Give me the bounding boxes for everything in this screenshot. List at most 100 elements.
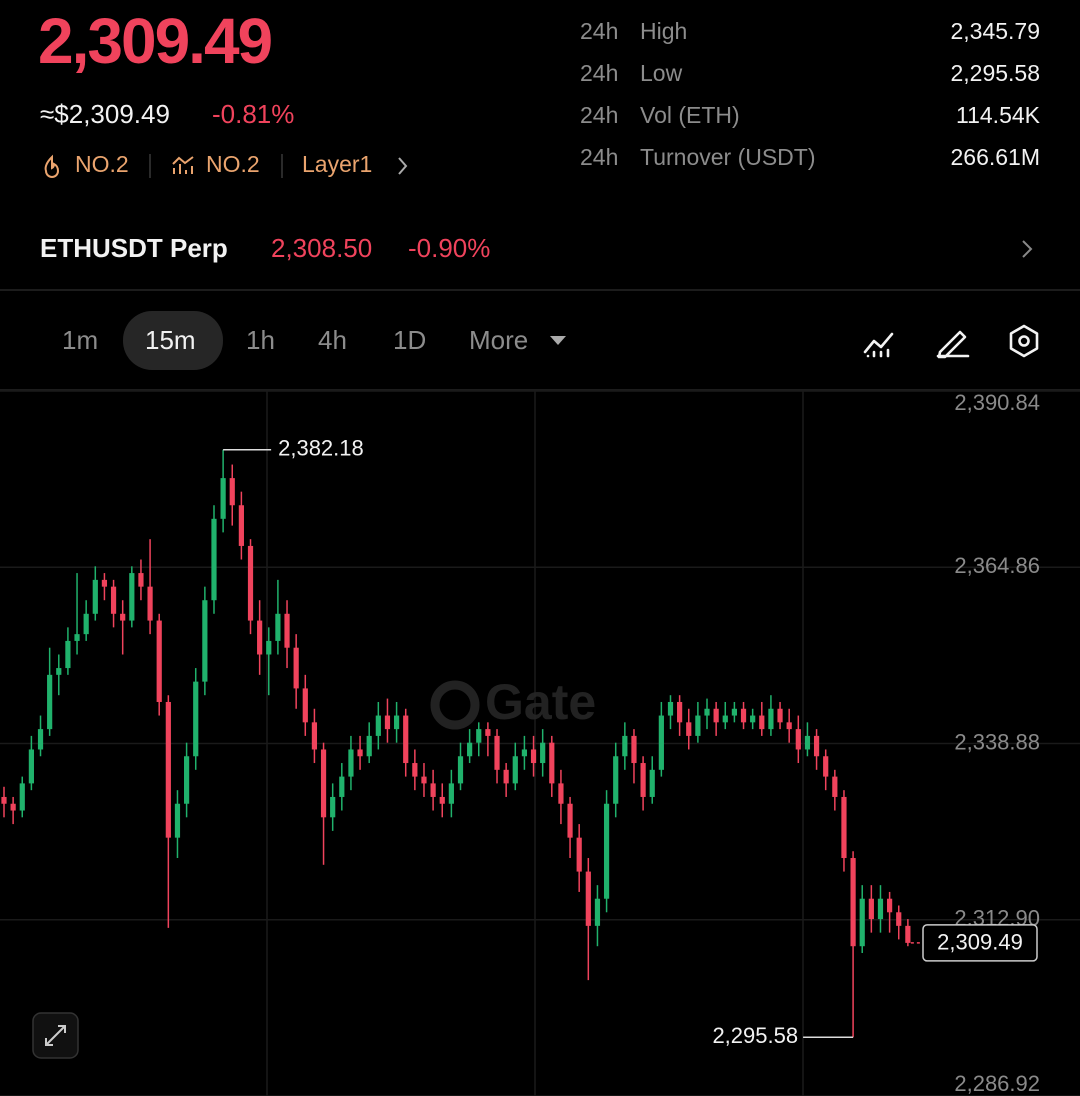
y-tick-label: 2,390.84 — [954, 390, 1040, 415]
timeframe-tab[interactable]: More — [469, 325, 528, 355]
candle-body — [184, 756, 190, 804]
candle-body — [284, 613, 290, 648]
candle-body — [530, 749, 537, 764]
watermark-logo — [430, 680, 480, 730]
tag[interactable]: NO.2 — [206, 151, 260, 177]
tag[interactable]: NO.2 — [75, 151, 129, 177]
candle-body — [293, 647, 299, 689]
settings-icon[interactable] — [1009, 324, 1039, 358]
price: 2,309.49 — [38, 5, 272, 77]
timeframe-tab[interactable]: 4h — [318, 325, 347, 355]
candle-body — [110, 586, 117, 614]
expand-icon — [45, 1025, 66, 1046]
candle-body — [320, 749, 327, 818]
candle-body — [576, 837, 582, 872]
chevron[interactable] — [1022, 240, 1033, 258]
stat-period: 24h — [580, 102, 618, 128]
candlestick-chart: 2,286.922,312.902,338.882,364.862,390.84… — [0, 390, 1080, 1096]
tag[interactable]: Layer1 — [302, 151, 372, 177]
candle-body — [512, 756, 518, 784]
candle-body — [193, 681, 199, 757]
dropdown-arrow[interactable] — [550, 336, 566, 345]
candle-body — [439, 796, 445, 804]
stat-period: 24h — [580, 60, 618, 86]
candle-body — [74, 634, 80, 641]
tab-selected-bg — [123, 311, 223, 370]
min-annotation: 2,295.58 — [712, 1023, 798, 1048]
candle-body — [740, 708, 747, 723]
candle-body — [804, 735, 811, 750]
candle-body — [65, 640, 71, 669]
candle-body — [101, 579, 108, 587]
candle-body — [841, 796, 847, 859]
indicator-icon[interactable] — [863, 332, 894, 358]
stat-period: 24h — [580, 144, 618, 170]
candle-body — [357, 749, 363, 757]
candle-body — [549, 742, 555, 784]
candle-body — [722, 715, 728, 723]
candle-body — [658, 715, 664, 770]
candle-body — [567, 803, 573, 838]
draw-icon[interactable] — [936, 330, 970, 359]
candle-body — [786, 722, 792, 730]
candle-body — [467, 742, 473, 757]
candle-body — [640, 763, 646, 797]
stat-value: 2,295.58 — [950, 60, 1040, 86]
y-tick-label: 2,286.92 — [954, 1071, 1040, 1096]
timeframe-tab[interactable]: 1m — [62, 325, 98, 355]
candle-body — [859, 898, 865, 947]
candle-body — [138, 573, 144, 587]
candle-body — [832, 776, 838, 797]
candle-body — [421, 776, 427, 784]
candle-body — [585, 871, 591, 926]
candle-body — [147, 586, 153, 621]
chevron[interactable] — [398, 157, 408, 175]
stat-label: High — [640, 18, 687, 44]
candle-body — [238, 505, 244, 546]
candle-body — [677, 701, 683, 723]
rank-icon — [172, 156, 194, 174]
candle-body — [83, 613, 89, 635]
candle-body — [622, 735, 628, 757]
candle-body — [47, 674, 53, 730]
candle-body — [521, 749, 528, 757]
candle-body — [92, 579, 98, 614]
candle-body — [366, 735, 372, 757]
tabs: 1m 15m 1h 4h 1D More — [62, 325, 528, 355]
candle-body — [603, 803, 610, 899]
hot-icon — [44, 154, 60, 178]
candle-body — [375, 715, 381, 736]
candle-body — [19, 783, 25, 811]
candle-body — [540, 742, 546, 764]
candle-body — [750, 715, 756, 723]
candle-body — [795, 729, 801, 750]
stat-value: 266.61M — [950, 144, 1040, 170]
candle-body — [10, 803, 16, 811]
candle-body — [503, 769, 509, 784]
candle-body — [156, 620, 162, 702]
candle-body — [211, 518, 217, 601]
candle-body — [412, 763, 418, 777]
candle-body — [667, 701, 674, 716]
candle-body — [220, 478, 226, 519]
usd-price: ≈$2,309.49 — [40, 99, 170, 129]
candle-body — [393, 715, 400, 730]
candle-body — [613, 756, 619, 804]
candle-body — [686, 722, 692, 736]
perp-name[interactable]: ETHUSDT Perp — [40, 233, 228, 263]
candle-body — [257, 620, 263, 655]
timeframe-tab[interactable]: 1h — [246, 325, 275, 355]
candle-body — [247, 545, 254, 621]
candle-body — [558, 783, 564, 804]
last-price-label: 2,309.49 — [937, 930, 1023, 955]
timeframe-tab[interactable]: 1D — [393, 325, 426, 355]
candle-body — [494, 735, 500, 770]
candle-body — [37, 729, 44, 750]
candle-body — [174, 803, 181, 838]
candle-body — [594, 898, 601, 926]
timeframe-tab[interactable]: 15m — [145, 325, 196, 355]
candle-body — [403, 715, 409, 764]
stat-value: 2,345.79 — [950, 18, 1040, 44]
